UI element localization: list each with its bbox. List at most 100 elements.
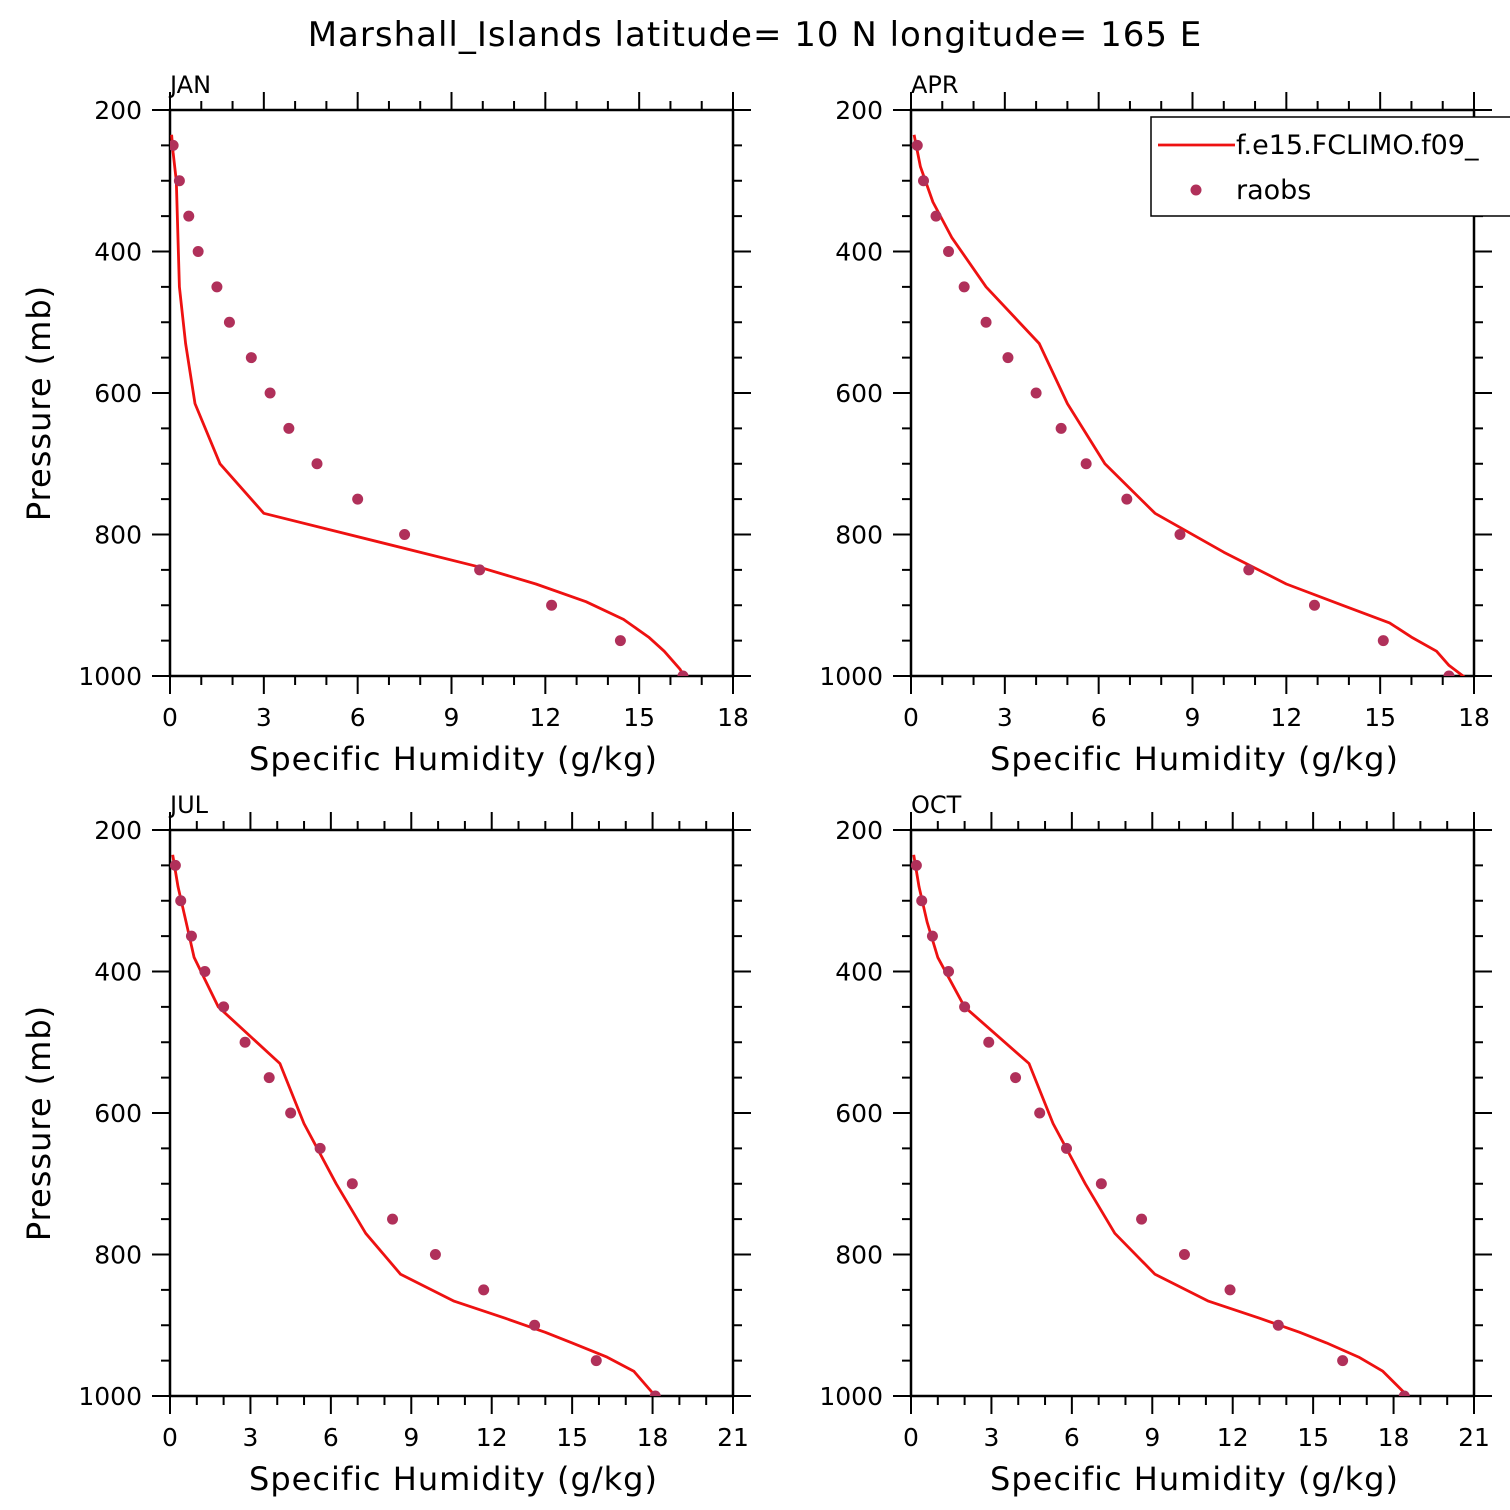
x-tick-label: 12 (1270, 703, 1302, 732)
raobs-point (399, 529, 411, 540)
x-tick-label: 6 (1064, 1423, 1080, 1452)
model-series-line (171, 854, 657, 1396)
model-series-line (170, 134, 686, 676)
raobs-point (918, 175, 930, 187)
raobs-point (1337, 1355, 1349, 1367)
raobs-point (239, 1036, 251, 1048)
figure-title: Marshall_Islands latitude= 10 N longitud… (308, 15, 1203, 55)
raobs-point (478, 1284, 490, 1296)
raobs-point (175, 895, 187, 907)
raobs-point (677, 670, 689, 676)
x-tick-label: 3 (997, 703, 1013, 732)
legend-model-label: f.e15.FCLIMO.f09_ (1236, 130, 1479, 161)
x-tick-label: 9 (1185, 703, 1201, 732)
x-tick-label: 12 (1217, 1423, 1249, 1452)
raobs-point (1002, 352, 1014, 364)
y-tick-label: 600 (835, 379, 883, 408)
x-tick-label: 15 (1364, 703, 1396, 732)
y-tick-label: 1000 (819, 1382, 883, 1411)
raobs-point (980, 316, 992, 328)
x-tick-label: 18 (1458, 703, 1490, 732)
y-tick-label: 400 (835, 238, 883, 267)
y-tick-label: 1000 (78, 662, 142, 691)
raobs-point (183, 210, 195, 222)
raobs-point (185, 930, 197, 942)
raobs-point (199, 966, 211, 977)
raobs-point (1030, 387, 1042, 399)
y-tick-label: 600 (94, 1099, 142, 1128)
raobs-point (170, 139, 179, 151)
raobs-point (649, 1390, 661, 1396)
panel-apr: APR 0 3 6 9 12 15 18 200 400 600 800 1000 Specific Hu… (819, 71, 1510, 778)
x-tick-label: 21 (717, 1423, 749, 1452)
y-tick-label: 200 (835, 96, 883, 125)
x-tick-label: 15 (1297, 1423, 1329, 1452)
panel-jan: JAN 0 3 6 9 12 15 18 200 400 600 800 1000 Specific Hu… (20, 71, 751, 778)
raobs-point (911, 139, 923, 151)
x-axis-label: Specific Humidity (g/kg) (990, 740, 1399, 778)
raobs-point (958, 281, 970, 293)
raobs-point (1398, 1390, 1410, 1396)
y-axis-label: Pressure (mb) (20, 285, 58, 521)
x-tick-label: 0 (162, 1423, 178, 1452)
raobs-point (474, 564, 486, 576)
raobs-point (590, 1355, 602, 1367)
raobs-point (211, 281, 223, 293)
raobs-point (1272, 1319, 1284, 1331)
panel-label: OCT (911, 791, 962, 819)
raobs-point (387, 1213, 399, 1225)
x-tick-label: 12 (476, 1423, 508, 1452)
y-tick-label: 200 (94, 816, 142, 845)
plot-area (170, 134, 689, 676)
x-axis-label: Specific Humidity (g/kg) (990, 1460, 1399, 1498)
x-tick-label: 6 (323, 1423, 339, 1452)
x-tick-label: 3 (256, 703, 272, 732)
raobs-point (429, 1249, 441, 1260)
raobs-point (1308, 599, 1320, 611)
raobs-point (1095, 1178, 1107, 1190)
y-tick-label: 1000 (78, 1382, 142, 1411)
raobs-point (1080, 458, 1092, 470)
model-series-line (912, 134, 1466, 676)
raobs-point (1034, 1107, 1046, 1119)
x-tick-label: 21 (1458, 1423, 1490, 1452)
raobs-point (314, 1142, 326, 1154)
x-tick-label: 0 (162, 703, 178, 732)
raobs-point (245, 352, 257, 364)
y-tick-label: 200 (94, 96, 142, 125)
y-axis-label: Pressure (mb) (20, 1005, 58, 1241)
raobs-point (930, 210, 942, 222)
x-tick-label: 0 (903, 703, 919, 732)
raobs-point (1055, 422, 1067, 434)
y-tick-label: 200 (835, 816, 883, 845)
x-tick-label: 9 (444, 703, 460, 732)
raobs-point (311, 458, 323, 470)
raobs-point (1060, 1142, 1072, 1154)
raobs-point (911, 859, 922, 871)
legend-obs-label: raobs (1236, 175, 1311, 206)
legend: f.e15.FCLIMO.f09_raobs (1150, 116, 1510, 217)
raobs-point (170, 859, 181, 871)
x-tick-label: 18 (1378, 1423, 1410, 1452)
raobs-point (926, 930, 938, 942)
raobs-point (283, 422, 295, 434)
legend-dot-marker (1190, 184, 1202, 196)
x-tick-label: 9 (403, 1423, 419, 1452)
y-tick-label: 1000 (819, 662, 883, 691)
plot-area (911, 854, 1410, 1396)
panel-label: APR (911, 71, 959, 99)
y-tick-label: 400 (835, 958, 883, 987)
x-axis-label: Specific Humidity (g/kg) (249, 740, 658, 778)
y-tick-label: 800 (94, 1241, 142, 1270)
model-series-line (912, 854, 1410, 1396)
raobs-point (285, 1107, 297, 1119)
x-tick-label: 6 (350, 703, 366, 732)
raobs-point (346, 1178, 358, 1190)
raobs-point (264, 387, 276, 399)
x-tick-label: 12 (529, 703, 561, 732)
raobs-point (1178, 1249, 1190, 1260)
x-tick-label: 0 (903, 1423, 919, 1452)
